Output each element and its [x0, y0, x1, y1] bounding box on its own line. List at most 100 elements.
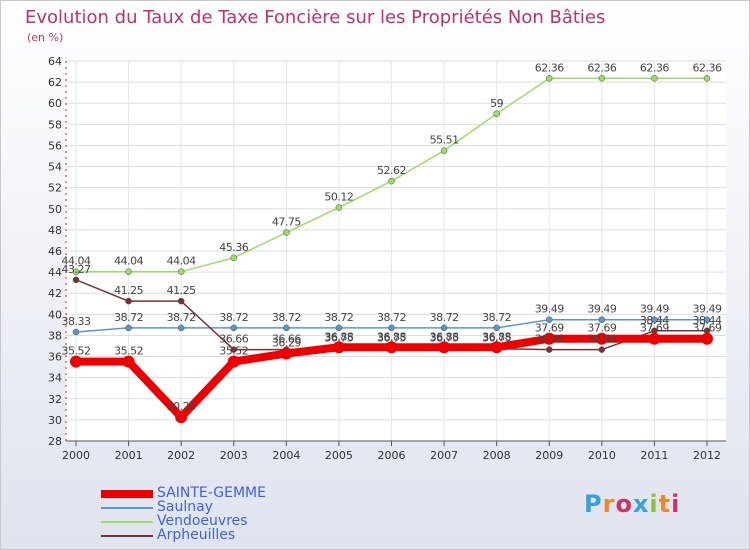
- data-label: 47.75: [272, 216, 301, 229]
- data-point: [388, 324, 395, 332]
- data-point: [122, 355, 135, 368]
- y-tick-label: 58: [48, 118, 62, 131]
- data-label: 36.66: [272, 333, 301, 346]
- data-point: [227, 355, 240, 368]
- data-point: [546, 346, 553, 353]
- y-tick-label: 36: [48, 351, 62, 364]
- data-point: [543, 332, 556, 345]
- data-point: [230, 324, 237, 332]
- chart-title: Evolution du Taux de Taxe Foncière sur l…: [25, 7, 606, 28]
- x-tick-label: 2001: [115, 449, 143, 462]
- y-tick-label: 28: [48, 435, 62, 448]
- data-label: 38.72: [377, 311, 406, 324]
- legend-swatch: [101, 535, 153, 537]
- legend-label: Vendoeuvres: [157, 513, 248, 529]
- x-tick-label: 2000: [62, 449, 90, 462]
- y-tick-label: 48: [48, 224, 62, 237]
- data-label: 39.49: [640, 303, 669, 316]
- data-point: [335, 324, 343, 332]
- y-tick-label: 30: [48, 414, 62, 427]
- data-label: 38.72: [430, 311, 459, 324]
- data-label: 44.04: [167, 255, 196, 268]
- y-tick-label: 42: [48, 287, 62, 300]
- data-label: 35.52: [219, 345, 248, 358]
- x-tick-label: 2008: [483, 449, 511, 462]
- x-tick-label: 2012: [693, 449, 721, 462]
- data-point: [72, 268, 80, 275]
- data-point: [440, 324, 448, 332]
- data-label: 62.36: [535, 61, 564, 74]
- data-point: [493, 324, 500, 332]
- data-label: 35.52: [114, 345, 143, 358]
- data-point: [70, 355, 82, 368]
- data-label: 36.66: [219, 333, 248, 346]
- data-point: [332, 341, 345, 354]
- y-tick-label: 64: [48, 55, 62, 68]
- data-label: 43.27: [62, 263, 91, 276]
- data-label: 38.33: [62, 315, 91, 328]
- y-tick-label: 34: [48, 372, 62, 385]
- data-label: 36.88: [430, 330, 459, 343]
- data-label: 38.72: [482, 311, 511, 324]
- data-label: 36.75: [482, 332, 511, 345]
- x-tick-label: 2006: [378, 449, 406, 462]
- data-label: 36.88: [377, 330, 406, 343]
- data-label: 44.04: [62, 255, 91, 268]
- data-point: [598, 346, 606, 353]
- legend-swatch: [101, 490, 153, 498]
- data-label: 39.49: [693, 303, 722, 316]
- data-label: 55.51: [430, 134, 459, 147]
- y-tick-label: 44: [48, 266, 62, 279]
- x-tick-label: 2007: [430, 449, 458, 462]
- data-label: 36.75: [324, 332, 353, 345]
- data-label: 41.25: [167, 284, 196, 297]
- x-tick-label: 2005: [325, 449, 353, 462]
- data-point: [283, 229, 290, 236]
- data-point: [175, 411, 188, 424]
- data-label: 38.72: [167, 311, 196, 324]
- data-label: 36.75: [377, 332, 406, 345]
- x-tick-label: 2003: [220, 449, 248, 462]
- data-label: 36.88: [324, 330, 353, 343]
- data-point: [440, 147, 448, 154]
- proxiti-logo: Proxiti: [584, 490, 681, 518]
- y-tick-label: 62: [48, 76, 62, 89]
- data-label: 38.72: [114, 311, 143, 324]
- data-label: 38.72: [272, 311, 301, 324]
- data-point: [651, 316, 658, 323]
- data-point: [546, 75, 553, 82]
- data-label: 36.75: [430, 332, 459, 345]
- data-point: [280, 347, 293, 360]
- data-label: 30.26: [167, 400, 196, 413]
- y-tick-label: 52: [48, 182, 62, 195]
- data-point: [335, 204, 343, 211]
- legend-label: Saulnay: [157, 499, 213, 515]
- data-label: 38.44: [640, 314, 669, 327]
- data-point: [598, 316, 606, 323]
- y-tick-label: 38: [48, 329, 62, 342]
- data-point: [177, 324, 185, 332]
- data-label: 36.66: [535, 333, 564, 346]
- data-label: 45.36: [219, 241, 248, 254]
- data-label: 41.25: [114, 284, 143, 297]
- data-point: [177, 268, 185, 275]
- data-point: [598, 75, 606, 82]
- data-label: 39.49: [587, 303, 616, 316]
- data-point: [490, 341, 503, 354]
- data-point: [230, 346, 237, 353]
- legend-swatch: [101, 521, 153, 523]
- chart-unit-label: (en %): [27, 31, 64, 44]
- y-tick-label: 32: [48, 393, 62, 406]
- data-label: 37.69: [535, 322, 564, 335]
- y-tick-label: 46: [48, 245, 62, 258]
- data-label: 38.72: [219, 311, 248, 324]
- data-point: [595, 332, 608, 345]
- data-point: [385, 341, 398, 354]
- data-point: [125, 324, 132, 332]
- x-tick-label: 2002: [167, 449, 195, 462]
- x-tick-label: 2011: [640, 449, 668, 462]
- data-label: 52.62: [377, 164, 406, 177]
- data-point: [125, 268, 132, 275]
- legend-label: Arpheuilles: [157, 527, 236, 543]
- data-label: 37.69: [587, 322, 616, 335]
